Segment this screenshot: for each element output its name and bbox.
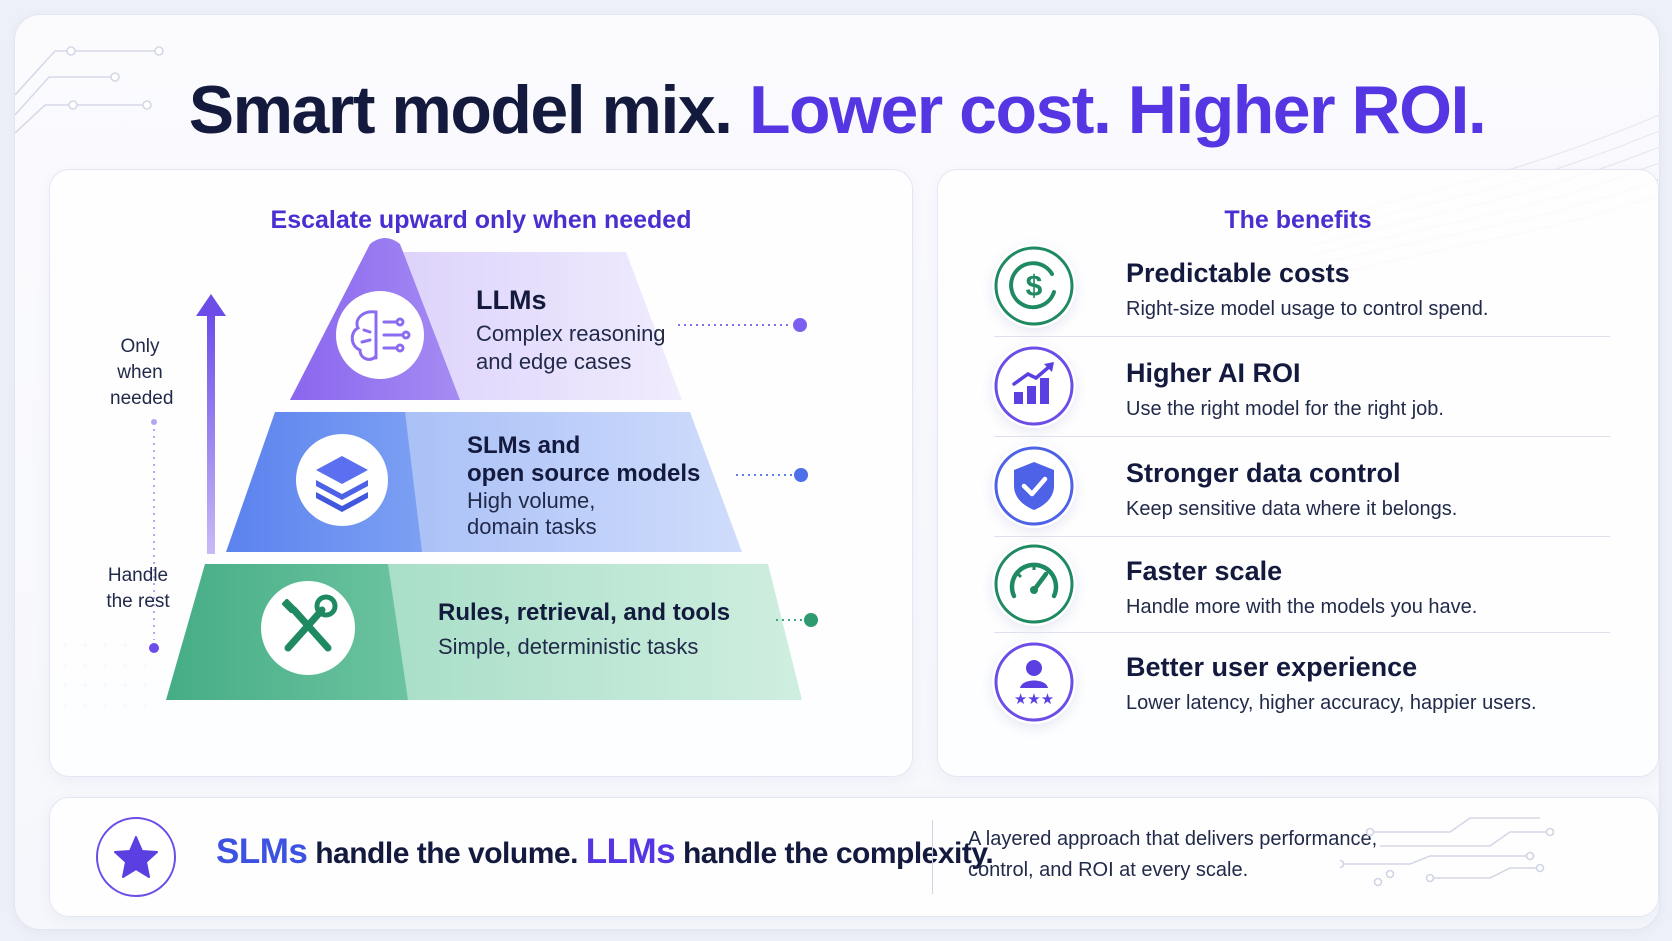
side-label-top-line: when [117,362,163,383]
tier-slm-title-line: open source models [467,460,701,487]
title-dark: Smart model mix. [188,72,749,148]
benefits-heading: The benefits [1224,206,1372,234]
layers-icon [296,434,388,526]
summary-note-line: control, and ROI at every scale. [968,859,1249,881]
benefit-desc: Handle more with the models you have. [1126,596,1478,618]
tier-llm-title: LLMs [476,285,547,315]
benefit-desc: Keep sensitive data where it belongs. [1126,498,1458,520]
tier-slm-desc-line: High volume, [467,488,596,513]
tier-slm-title-line: SLMs and [467,432,581,459]
user-stars-icon: ★★★ [992,640,1076,724]
tier-slm-text: SLMs and open source models High volume,… [467,432,700,540]
benefit-divider [994,436,1610,437]
tier-llm-desc: Complex reasoning and edge cases [476,320,666,376]
benefit-user-experience: ★★★ Better user experience Lower latency… [938,632,1658,732]
star-icon [96,817,176,897]
brain-icon [336,291,424,379]
infographic-frame: Smart model mix. Lower cost. Higher ROI.… [14,14,1660,930]
benefit-predictable-costs: $ Predictable costs Right-size model usa… [938,232,1658,332]
tier-slm-desc: High volume, domain tasks [467,488,700,540]
tools-icon [261,581,355,675]
connector-dot-slm [794,468,808,482]
dollar-icon: $ [992,244,1076,328]
side-label-top-line: needed [110,388,174,409]
svg-text:$: $ [1026,270,1043,303]
svg-text:★★★: ★★★ [1014,690,1054,708]
footer-divider [932,820,933,894]
tier-llm-desc-line: and edge cases [476,349,632,374]
benefit-title: Better user experience [1126,652,1418,682]
tagline-llm: LLMs [585,832,676,871]
side-dot-bottom [149,643,159,653]
tier-rules-text: Rules, retrieval, and tools Simple, dete… [438,597,730,661]
benefit-desc: Right-size model usage to control spend. [1126,298,1489,320]
tagline-part1: handle the volume. [307,837,586,870]
tier-rules-title: Rules, retrieval, and tools [438,599,731,626]
summary-note-line: A layered approach that delivers perform… [968,828,1378,850]
summary-footer: SLMs handle the volume. LLMs handle the … [49,797,1659,917]
tier-llm-text: LLMs Complex reasoning and edge cases [476,284,666,376]
benefit-desc: Lower latency, higher accuracy, happier … [1126,692,1537,714]
tier-slm-desc-line: domain tasks [467,514,597,539]
benefit-title: Predictable costs [1126,258,1350,288]
benefit-divider [994,336,1610,337]
benefit-title: Stronger data control [1126,458,1401,488]
circuit-decoration-top-left [15,46,164,134]
page-title: Smart model mix. Lower cost. Higher ROI. [15,69,1659,151]
side-label-top: Only when needed [110,334,174,412]
side-label-bottom-line: the rest [106,591,170,612]
escalation-panel: Escalate upward only when needed [49,169,913,777]
tier-rules-shape [166,564,802,700]
benefit-higher-roi: Higher AI ROI Use the right model for th… [938,336,1658,436]
side-dot-top [151,419,157,425]
benefits-panel: The benefits $ Predictable costs Right-s… [937,169,1659,777]
shield-check-icon [992,444,1076,528]
escalation-arrow [207,312,215,554]
benefit-data-control: Stronger data control Keep sensitive dat… [938,436,1658,536]
benefit-title: Higher AI ROI [1126,358,1301,388]
escalation-arrow-head [196,294,226,316]
side-label-bottom: Handle the rest [102,563,174,615]
escalation-heading: Escalate upward only when needed [270,206,692,234]
benefit-desc: Use the right model for the right job. [1126,398,1444,420]
growth-chart-icon [992,344,1076,428]
title-accent: Lower cost. Higher ROI. [748,72,1487,148]
tagline-part2: handle the complexity. [675,837,994,870]
model-pyramid [149,238,818,700]
benefit-title: Faster scale [1126,556,1283,586]
connector-dot-rules [804,613,818,627]
summary-tagline: SLMs handle the volume. LLMs handle the … [216,832,994,872]
tier-slm-title: SLMs and open source models [467,432,700,488]
benefit-divider [994,536,1610,537]
benefit-divider [994,632,1610,633]
connector-dot-llm [793,318,807,332]
benefit-faster-scale: Faster scale Handle more with the models… [938,536,1658,636]
speedometer-icon [992,542,1076,626]
tier-llm-desc-line: Complex reasoning [476,321,666,346]
summary-note: A layered approach that delivers perform… [968,824,1377,886]
side-label-bottom-line: Handle [107,565,169,586]
circuit-decoration-bottom-right [1340,817,1555,887]
tier-rules-desc-line: Simple, deterministic tasks [438,634,699,659]
tagline-slm: SLMs [216,832,308,871]
side-label-top-line: Only [120,336,160,357]
tier-rules-desc: Simple, deterministic tasks [438,633,730,661]
